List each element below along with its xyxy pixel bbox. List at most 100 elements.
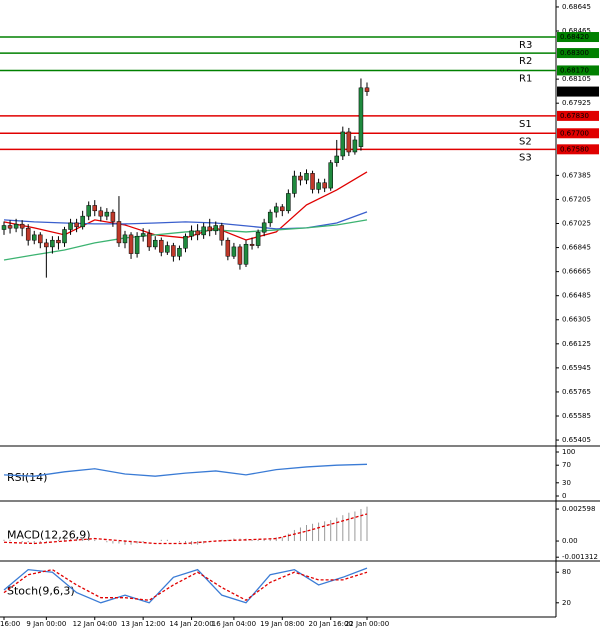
level-name: S2 (519, 136, 532, 147)
level-name: R3 (519, 40, 532, 51)
candle-body (225, 239, 231, 257)
level-price-box (557, 32, 599, 43)
candle-body (1, 225, 7, 230)
y-tick-label: 70 (562, 461, 571, 469)
level-name: S1 (519, 119, 532, 130)
candle-body (171, 245, 176, 257)
y-tick-label: 100 (562, 448, 575, 456)
panel-title: Stoch(9,6,3) (7, 585, 75, 598)
candle-body (128, 234, 134, 254)
y-tick-label: 0.66845 (562, 244, 591, 252)
x-tick-label: 19 Jan 08:00 (260, 620, 304, 628)
level-price-label: 0.67830 (560, 112, 589, 120)
y-tick-label: 0.67925 (562, 99, 591, 107)
candle-body (237, 246, 243, 265)
level-price-box (557, 128, 599, 139)
candle-body (44, 242, 49, 248)
candle-body (80, 215, 85, 228)
y-tick-label: 0.68645 (562, 3, 591, 11)
candle-body (243, 243, 249, 265)
candle-body (261, 222, 267, 233)
candle-body (56, 239, 61, 244)
indicator-line (3, 463, 368, 477)
candle-body (286, 193, 291, 212)
candle-body (159, 239, 164, 253)
level-price-label: 0.67700 (560, 129, 589, 137)
candle-body (98, 210, 104, 217)
candle-body (74, 222, 79, 228)
candle-body (249, 243, 255, 246)
y-tick-label: 0.67205 (562, 195, 591, 203)
y-tick-label: -0.001312 (562, 553, 598, 561)
candle-body (267, 211, 273, 224)
candle-body (104, 211, 110, 217)
candle-body (304, 173, 309, 181)
panel-title: RSI(14) (7, 471, 47, 484)
candle-body (340, 131, 346, 157)
candle-body (334, 155, 339, 163)
level-price-label: 0.68170 (560, 66, 589, 74)
y-tick-label: 0.65585 (562, 412, 591, 420)
y-tick-label: 20 (562, 599, 571, 607)
level-price-box (557, 110, 599, 121)
candle-body (7, 225, 13, 229)
candle-body (231, 246, 237, 257)
level-price-label: 0.68420 (560, 33, 589, 41)
candle-body (310, 173, 315, 190)
candle-body (298, 175, 303, 181)
candle-body (255, 231, 261, 246)
level-price-label: 0.68300 (560, 49, 589, 57)
y-tick-label: 0.66665 (562, 268, 591, 276)
level-price-box (557, 144, 599, 155)
candle-body (177, 247, 182, 257)
candle-body (165, 245, 170, 253)
candle-body (25, 227, 31, 241)
candle-body (201, 226, 206, 236)
candle-body (183, 235, 188, 249)
candle-body (13, 223, 19, 229)
candle-body (195, 230, 200, 236)
candle-body (68, 222, 73, 230)
candle-body (146, 233, 152, 248)
y-tick-label: 0.68105 (562, 75, 591, 83)
candle-body (219, 225, 225, 241)
y-tick-label: 0.66305 (562, 316, 591, 324)
candle-body (213, 225, 218, 232)
x-tick-label: 16:00 (0, 620, 20, 628)
x-tick-label: 22 Jan 00:00 (345, 620, 389, 628)
candle-body (292, 175, 297, 194)
y-tick-label: 0.65405 (562, 436, 591, 444)
y-tick-label: 0.65765 (562, 388, 591, 396)
y-tick-label: 0.002598 (562, 505, 595, 513)
x-tick-label: 9 Jan 00:00 (26, 620, 66, 628)
x-tick-label: 14 Jan 20:00 (169, 620, 213, 628)
candle-body (189, 230, 194, 237)
y-tick-label: 0.68465 (562, 27, 591, 35)
candle-body (38, 234, 43, 244)
level-name: R1 (519, 73, 532, 84)
indicator-line (3, 568, 368, 602)
y-tick-label: 0.67025 (562, 220, 591, 228)
level-name: S3 (519, 152, 532, 163)
candle-body (346, 131, 352, 153)
candle-body (140, 233, 146, 237)
level-name: R2 (519, 56, 532, 67)
candle-body (19, 223, 25, 229)
candle-body (134, 235, 140, 254)
candle-body (62, 229, 67, 244)
x-tick-label: 12 Jan 04:00 (73, 620, 117, 628)
level-price-box (557, 65, 599, 76)
candle-body (352, 139, 358, 153)
candle-body (274, 206, 279, 213)
candle-body (358, 87, 364, 147)
candle-body (92, 205, 97, 212)
candle-body (207, 226, 212, 232)
indicator-line (3, 513, 368, 545)
candle-body (322, 182, 327, 189)
candle-body (328, 162, 333, 189)
y-tick-label: 80 (562, 568, 571, 576)
y-tick-label: 0 (562, 492, 566, 500)
candle-body (316, 182, 321, 190)
last-price-label: 0.68012 (560, 88, 589, 96)
